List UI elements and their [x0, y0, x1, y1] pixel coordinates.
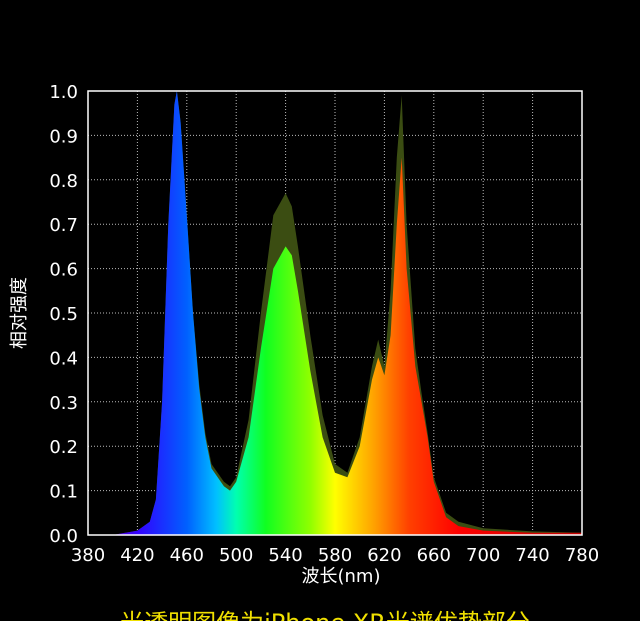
y-axis-label: 相对强度 — [9, 277, 30, 349]
y-tick-label: 0.6 — [49, 260, 78, 281]
x-tick-label: 660 — [417, 545, 451, 566]
y-tick-label: 0.4 — [49, 348, 78, 369]
plot-frame — [87, 90, 583, 536]
x-axis-label: 波长(nm) — [302, 566, 381, 587]
y-tick-label: 0.5 — [49, 304, 78, 325]
spectrum-area — [88, 91, 582, 535]
x-tick-label: 500 — [219, 545, 253, 566]
y-tick-label: 0.3 — [49, 393, 78, 414]
y-tick-label: 0.8 — [49, 171, 78, 192]
x-tick-label: 780 — [565, 545, 599, 566]
x-tick-label: 380 — [71, 545, 105, 566]
y-tick-label: 0.7 — [49, 215, 78, 236]
y-tick-label: 0.1 — [49, 482, 78, 503]
x-tick-label: 420 — [120, 545, 154, 566]
y-tick-label: 0.9 — [49, 126, 78, 147]
x-tick-label: 460 — [170, 545, 204, 566]
x-tick-label: 580 — [318, 545, 352, 566]
x-tick-label: 620 — [367, 545, 401, 566]
caption: 光透明图像为iPhone XR光谱优势部分 — [120, 609, 530, 621]
y-tick-label: 0.0 — [49, 526, 78, 547]
areas — [88, 91, 582, 535]
x-tick-label: 540 — [268, 545, 302, 566]
y-tick-label: 0.2 — [49, 437, 78, 458]
x-tick-label: 700 — [466, 545, 500, 566]
x-tick-label: 740 — [515, 545, 549, 566]
y-tick-label: 1.0 — [49, 82, 78, 103]
